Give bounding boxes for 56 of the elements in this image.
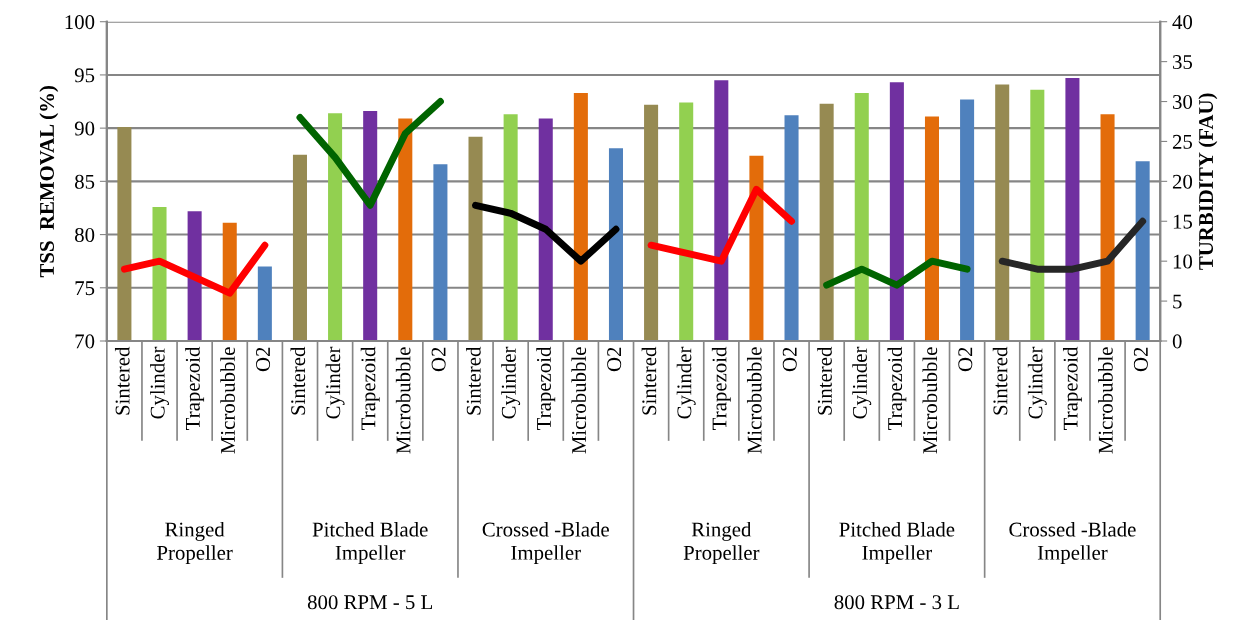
x-tick-label: O2 — [256, 347, 271, 372]
y-tick-label: 70 — [75, 334, 95, 349]
x-tick-label: Trapezoid — [360, 346, 380, 430]
text: 800 RPM - 3 L — [834, 595, 959, 610]
x-tick-label: Sintered — [290, 346, 306, 415]
x-tick-label: Microbubble — [746, 347, 762, 454]
text: Ringed Propeller — [157, 521, 233, 565]
text: Pitched Blade Impeller — [839, 521, 955, 565]
x-tick-label: Cylinder — [501, 346, 521, 419]
y2-tick-label: 5 — [1173, 294, 1182, 309]
text: Crossed -Blade Impeller — [482, 521, 609, 565]
y2-tick-label: 15 — [1173, 214, 1193, 229]
y2-tick-label: 10 — [1173, 254, 1193, 269]
x-tick-label: Trapezoid — [1062, 346, 1082, 430]
x-tick-label: Sintered — [641, 346, 657, 415]
x-tick-label: Cylinder — [150, 346, 169, 419]
y2-tick-label: 20 — [1172, 174, 1193, 189]
x-tick-label: Cylinder — [1027, 346, 1047, 419]
x-tick-label: Cylinder — [852, 346, 872, 419]
y-tick-label: 100 — [65, 15, 95, 30]
text: Pitched Blade Impeller — [312, 521, 428, 565]
x-tick-label: Sintered — [992, 346, 1008, 415]
text: Crossed -Blade Impeller — [1009, 521, 1136, 565]
y2-tick-label: 40 — [1172, 15, 1193, 30]
x-tick-label: Sintered — [466, 346, 481, 415]
x-tick-label: Microbubble — [220, 347, 235, 454]
y2-axis-title: TURBIDITY (FAU) — [1198, 93, 1218, 270]
y2-tick-label: 0 — [1172, 334, 1182, 349]
x-tick-label: Sintered — [114, 346, 130, 415]
y-axis-title: TSS REMOVAL (%) — [39, 86, 59, 278]
x-tick-label: Cylinder — [676, 346, 696, 419]
y2-tick-label: 30 — [1173, 94, 1193, 109]
x-tick-label: Trapezoid — [887, 346, 907, 430]
x-tick-label: Cylinder — [325, 346, 345, 419]
x-tick-label: Microbubble — [922, 347, 938, 454]
y-tick-label: 90 — [74, 121, 95, 136]
x-tick-label: O2 — [607, 347, 622, 372]
y-tick-label: 95 — [74, 68, 95, 83]
x-tick-label: Microbubble — [395, 347, 411, 454]
x-tick-label: Trapezoid — [536, 346, 556, 430]
x-tick-label: O2 — [782, 347, 797, 372]
x-tick-label: Trapezoid — [711, 346, 731, 430]
x-tick-label: O2 — [1133, 347, 1148, 372]
y2-tick-label: 25 — [1172, 134, 1193, 149]
y-tick-label: 85 — [75, 174, 95, 189]
text: Ringed Propeller — [683, 521, 760, 565]
y-tick-label: 75 — [75, 281, 95, 296]
y2-tick-label: 35 — [1173, 55, 1193, 70]
x-tick-label: Microbubble — [1098, 347, 1113, 454]
x-tick-label: O2 — [431, 347, 446, 372]
y-tick-label: 80 — [75, 227, 95, 242]
x-tick-label: Sintered — [817, 346, 832, 415]
x-tick-label: Trapezoid — [185, 346, 205, 430]
x-tick-label: Microbubble — [571, 347, 587, 454]
x-tick-label: O2 — [958, 347, 973, 372]
text: 800 RPM - 5 L — [307, 595, 433, 610]
